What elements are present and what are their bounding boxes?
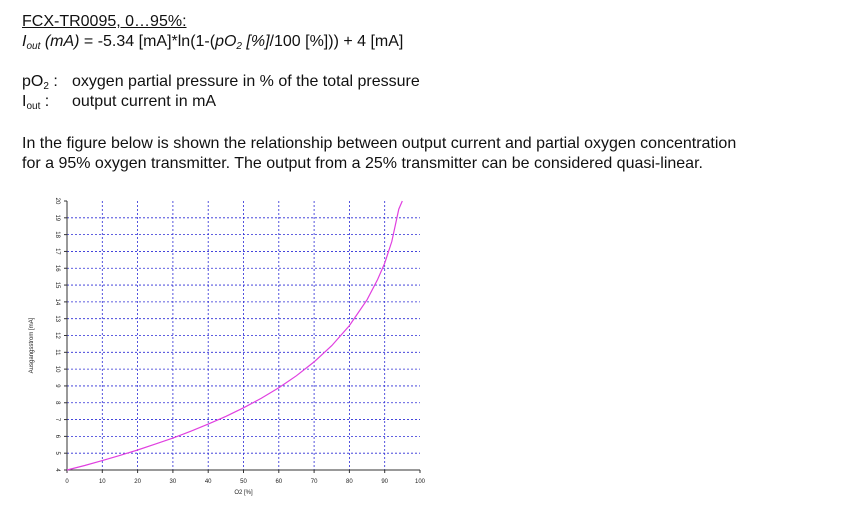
y-tick-label: 16	[54, 265, 60, 272]
x-axis-title: O2 [%]	[234, 490, 253, 496]
formula-eq: = -5.34 [mA]*ln(1-(	[79, 33, 216, 50]
y-tick-label: 6	[54, 435, 60, 439]
formula-po-sub: 2	[236, 41, 242, 52]
definition-term: Iout :	[22, 93, 72, 112]
definition-po2: pO2 : oxygen partial pressure in % of the…	[22, 73, 420, 92]
y-axis-title: Ausgangsstrom [mA]	[29, 317, 35, 373]
x-tick-label: 100	[415, 479, 426, 485]
y-tick-label: 9	[54, 384, 60, 388]
formula-po: pO	[215, 33, 237, 50]
y-tick-label: 13	[54, 315, 60, 322]
y-tick-label: 18	[54, 231, 60, 238]
term-sub: 2	[43, 81, 49, 92]
term-main: I	[22, 93, 27, 110]
intro-line-1: In the figure below is shown the relatio…	[22, 135, 737, 152]
definition-desc: oxygen partial pressure in % of the tota…	[72, 73, 420, 90]
x-tick-label: 50	[240, 479, 247, 485]
y-tick-label: 7	[54, 418, 60, 422]
doc-title: FCX-TR0095, 0…95%:	[22, 13, 187, 30]
formula-rest: /100 [%])) + 4 [mA]	[269, 33, 404, 50]
formula: Iout (mA) = -5.34 [mA]*ln(1-(pO2 [%]/100…	[22, 33, 404, 52]
x-tick-label: 70	[311, 479, 318, 485]
x-tick-label: 30	[170, 479, 177, 485]
term-sub: out	[26, 101, 41, 112]
formula-i-sub: out	[26, 41, 41, 52]
definition-iout: Iout : output current in mA	[22, 93, 217, 112]
x-tick-label: 80	[346, 479, 353, 485]
x-tick-label: 10	[99, 479, 106, 485]
intro-line-2: for a 95% oxygen transmitter. The output…	[22, 155, 703, 172]
x-tick-label: 90	[381, 479, 388, 485]
x-tick-label: 60	[275, 479, 282, 485]
term-colon: :	[48, 73, 58, 90]
y-tick-label: 10	[54, 366, 60, 373]
y-tick-label: 19	[54, 214, 60, 221]
y-tick-label: 11	[54, 349, 60, 356]
y-tick-label: 12	[54, 332, 60, 339]
y-tick-label: 20	[54, 198, 60, 205]
definition-desc: output current in mA	[72, 93, 217, 110]
x-tick-label: 40	[205, 479, 212, 485]
y-tick-label: 17	[54, 248, 60, 255]
formula-lhs-unit: (mA)	[44, 33, 80, 50]
y-tick-label: 4	[54, 468, 60, 472]
formula-i: I	[22, 33, 27, 50]
formula-mid: [%]	[241, 33, 270, 50]
y-tick-label: 14	[54, 299, 60, 306]
x-tick-label: 0	[65, 479, 69, 485]
x-tick-label: 20	[134, 479, 141, 485]
definition-term: pO2 :	[22, 73, 72, 92]
y-tick-label: 15	[54, 282, 60, 289]
series-line	[66, 200, 403, 471]
term-main: pO	[22, 73, 44, 90]
y-tick-label: 8	[54, 401, 60, 405]
term-colon: :	[40, 93, 50, 110]
y-tick-label: 5	[54, 452, 60, 456]
